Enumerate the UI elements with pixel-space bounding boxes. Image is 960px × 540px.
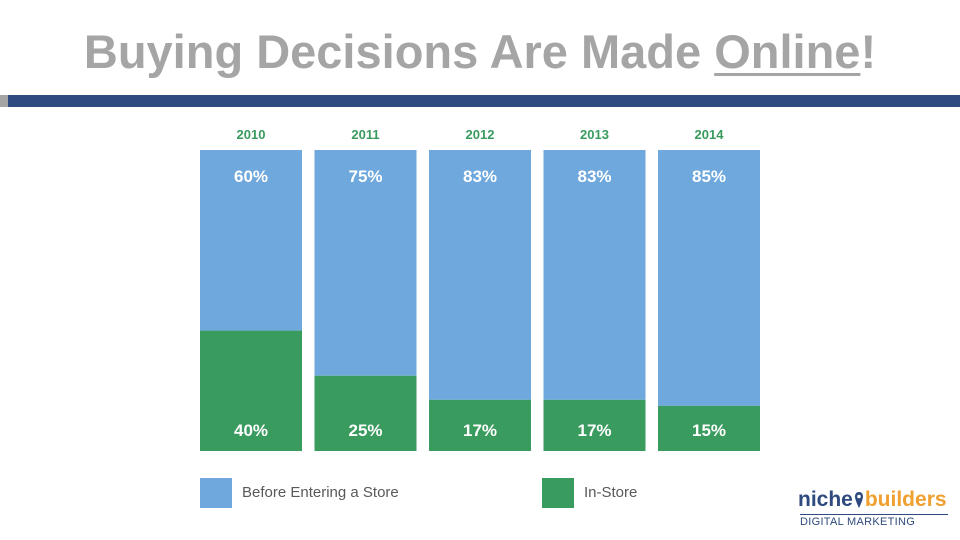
bar-segment-before-store-2010 xyxy=(200,150,302,331)
bar-segment-in-store-2012 xyxy=(429,399,531,451)
data-label-before-store-2013: 83% xyxy=(577,167,611,186)
header-band xyxy=(0,95,960,107)
data-label-in-store-2014: 15% xyxy=(692,421,726,440)
bar-segment-before-store-2013 xyxy=(543,150,646,400)
data-label-in-store-2013: 17% xyxy=(577,421,611,440)
slide-title: Buying Decisions Are Made Online! xyxy=(0,20,960,84)
logo-wordmark: niche builders xyxy=(798,488,947,512)
map-pin-icon xyxy=(854,492,863,508)
data-label-in-store-2011: 25% xyxy=(348,421,382,440)
title-highlight: Online xyxy=(714,25,861,78)
logo-word-niche: niche xyxy=(798,488,853,511)
bar-segment-before-store-2014 xyxy=(658,150,760,406)
year-label-2012: 2012 xyxy=(466,127,495,142)
bar-segment-in-store-2011 xyxy=(314,375,417,451)
logo-rule xyxy=(800,514,948,515)
data-label-before-store-2012: 83% xyxy=(463,167,497,186)
title-suffix: ! xyxy=(860,25,877,78)
year-label-2013: 2013 xyxy=(580,127,609,142)
bar-segment-in-store-2014 xyxy=(658,405,760,451)
legend-swatch-in-store xyxy=(542,478,574,508)
data-label-before-store-2014: 85% xyxy=(692,167,726,186)
year-label-2010: 2010 xyxy=(237,127,266,142)
header-band-cap xyxy=(0,95,8,107)
bar-segment-before-store-2012 xyxy=(429,150,531,400)
title-text: Buying Decisions Are Made xyxy=(83,25,715,78)
logo-subtitle: DIGITAL MARKETING xyxy=(800,516,916,528)
legend-swatch-before-store xyxy=(200,478,232,508)
logo-word-builders: builders xyxy=(864,488,947,511)
data-label-before-store-2010: 60% xyxy=(234,167,268,186)
data-label-in-store-2012: 17% xyxy=(463,421,497,440)
bar-segment-before-store-2011 xyxy=(314,150,417,376)
bar-segment-in-store-2013 xyxy=(543,399,646,451)
data-label-before-store-2011: 75% xyxy=(348,167,382,186)
legend-label-before-store: Before Entering a Store xyxy=(242,484,399,501)
bar-segment-in-store-2010 xyxy=(200,330,302,451)
year-label-2011: 2011 xyxy=(351,127,379,142)
legend-label-in-store: In-Store xyxy=(584,484,638,501)
data-label-in-store-2010: 40% xyxy=(234,421,268,440)
niche-builders-logo: niche builders DIGITAL MARKETING xyxy=(798,488,956,530)
year-label-2014: 2014 xyxy=(695,127,725,142)
